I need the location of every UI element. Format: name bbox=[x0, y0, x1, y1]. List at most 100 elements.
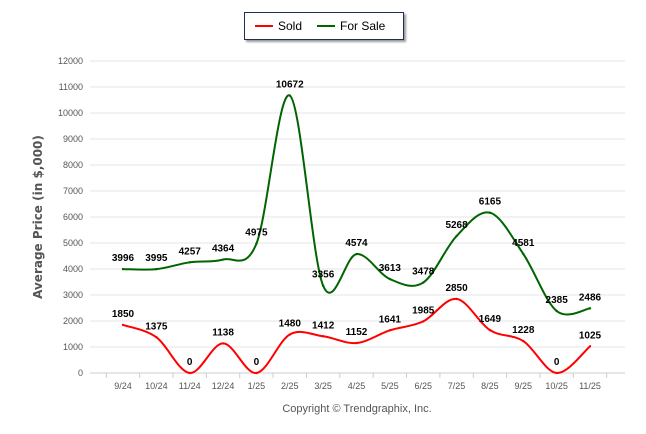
x-tick-label: 11/25 bbox=[579, 381, 601, 391]
data-label: 3995 bbox=[145, 253, 168, 264]
data-point bbox=[121, 323, 125, 327]
data-label: 2850 bbox=[445, 283, 468, 294]
x-tick-label: 4/25 bbox=[348, 381, 366, 391]
data-label: 3356 bbox=[312, 270, 335, 281]
copyright: Copyright © Trendgraphix, Inc. bbox=[282, 403, 431, 415]
x-tick-label: 9/25 bbox=[515, 381, 533, 391]
data-label: 4257 bbox=[179, 246, 202, 257]
data-label: 1138 bbox=[212, 327, 234, 338]
data-label: 10672 bbox=[276, 80, 304, 91]
x-tick-label: 10/24 bbox=[145, 381, 168, 391]
data-point bbox=[221, 342, 225, 345]
data-label: 0 bbox=[254, 357, 260, 368]
data-label: 4581 bbox=[512, 238, 535, 249]
data-point bbox=[388, 329, 392, 332]
data-label: 1375 bbox=[145, 321, 168, 332]
data-label: 6165 bbox=[479, 197, 502, 208]
data-label: 4574 bbox=[345, 238, 368, 249]
data-point bbox=[288, 94, 291, 97]
x-tick-label: 7/25 bbox=[448, 381, 466, 391]
data-label: 3613 bbox=[379, 263, 402, 274]
y-tick-label: 2000 bbox=[63, 316, 83, 326]
y-tick-label: 8000 bbox=[63, 160, 83, 170]
x-tick-label: 3/25 bbox=[314, 381, 332, 391]
y-tick-label: 4000 bbox=[63, 264, 83, 274]
y-tick-label: 12000 bbox=[58, 56, 83, 66]
data-label: 2385 bbox=[546, 295, 569, 306]
legend-label-sold: Sold bbox=[278, 19, 303, 33]
legend: Sold For Sale bbox=[244, 12, 404, 40]
data-point bbox=[422, 281, 425, 284]
y-tick-label: 10000 bbox=[58, 108, 83, 118]
data-label: 1152 bbox=[346, 327, 368, 338]
data-label: 1850 bbox=[112, 309, 135, 320]
data-point bbox=[255, 242, 258, 245]
data-label: 3478 bbox=[412, 267, 435, 278]
legend-swatch-for-sale bbox=[317, 25, 335, 27]
y-tick-label: 0 bbox=[78, 368, 83, 378]
data-point bbox=[288, 333, 291, 336]
data-label: 1649 bbox=[479, 314, 502, 325]
data-label: 3996 bbox=[112, 253, 135, 264]
data-point bbox=[555, 309, 558, 313]
data-point bbox=[455, 297, 458, 301]
data-point bbox=[188, 371, 191, 375]
data-point bbox=[321, 284, 325, 287]
data-point bbox=[588, 345, 592, 348]
x-tick-label: 9/24 bbox=[114, 381, 132, 391]
y-axis-title: Average Price (in $,000) bbox=[31, 135, 45, 299]
data-point bbox=[355, 252, 358, 256]
y-tick-label: 1000 bbox=[63, 342, 83, 352]
data-label: 1025 bbox=[579, 330, 602, 341]
data-label: 1228 bbox=[512, 325, 535, 336]
x-tick-label: 8/25 bbox=[481, 381, 499, 391]
data-point bbox=[121, 267, 125, 271]
data-point bbox=[422, 320, 425, 323]
x-tick-label: 12/24 bbox=[212, 381, 235, 391]
data-point bbox=[155, 336, 158, 339]
data-label: 1480 bbox=[279, 319, 302, 330]
y-tick-label: 11000 bbox=[59, 82, 83, 92]
x-tick-label: 2/25 bbox=[281, 381, 299, 391]
legend-item-sold[interactable]: Sold bbox=[255, 19, 302, 33]
data-point bbox=[555, 371, 558, 375]
data-label: 0 bbox=[554, 357, 560, 368]
data-point bbox=[455, 234, 458, 238]
data-label: 1641 bbox=[379, 314, 402, 325]
data-label: 4364 bbox=[212, 244, 235, 255]
y-tick-label: 7000 bbox=[63, 186, 83, 196]
data-label: 4975 bbox=[245, 228, 268, 239]
data-label: 2486 bbox=[579, 292, 602, 303]
data-point bbox=[588, 307, 592, 310]
data-label: 5268 bbox=[445, 220, 468, 231]
legend-swatch-sold bbox=[255, 25, 273, 27]
x-tick-label: 10/25 bbox=[545, 381, 568, 391]
series-line-for-sale bbox=[122, 94, 591, 316]
data-point bbox=[488, 328, 492, 332]
data-point bbox=[488, 211, 492, 214]
y-tick-label: 9000 bbox=[63, 134, 83, 144]
legend-label-for-sale: For Sale bbox=[340, 19, 386, 33]
data-label: 0 bbox=[187, 357, 193, 368]
data-point bbox=[221, 258, 225, 261]
y-tick-label: 3000 bbox=[63, 290, 83, 300]
y-tick-label: 5000 bbox=[63, 238, 83, 248]
y-tick-label: 6000 bbox=[63, 212, 83, 222]
data-point bbox=[355, 341, 358, 345]
data-point bbox=[255, 371, 258, 375]
x-tick-label: 1/25 bbox=[248, 381, 266, 391]
x-tick-label: 11/24 bbox=[179, 381, 201, 391]
data-point bbox=[155, 267, 158, 271]
data-label: 1985 bbox=[412, 305, 435, 316]
x-tick-label: 5/25 bbox=[381, 381, 399, 391]
data-point bbox=[522, 252, 525, 256]
data-point bbox=[388, 277, 392, 281]
data-label: 1412 bbox=[312, 320, 335, 331]
x-tick-label: 6/25 bbox=[414, 381, 432, 391]
data-point bbox=[321, 335, 325, 338]
data-point bbox=[522, 339, 525, 343]
legend-item-for-sale[interactable]: For Sale bbox=[317, 19, 385, 33]
data-point bbox=[188, 261, 191, 264]
